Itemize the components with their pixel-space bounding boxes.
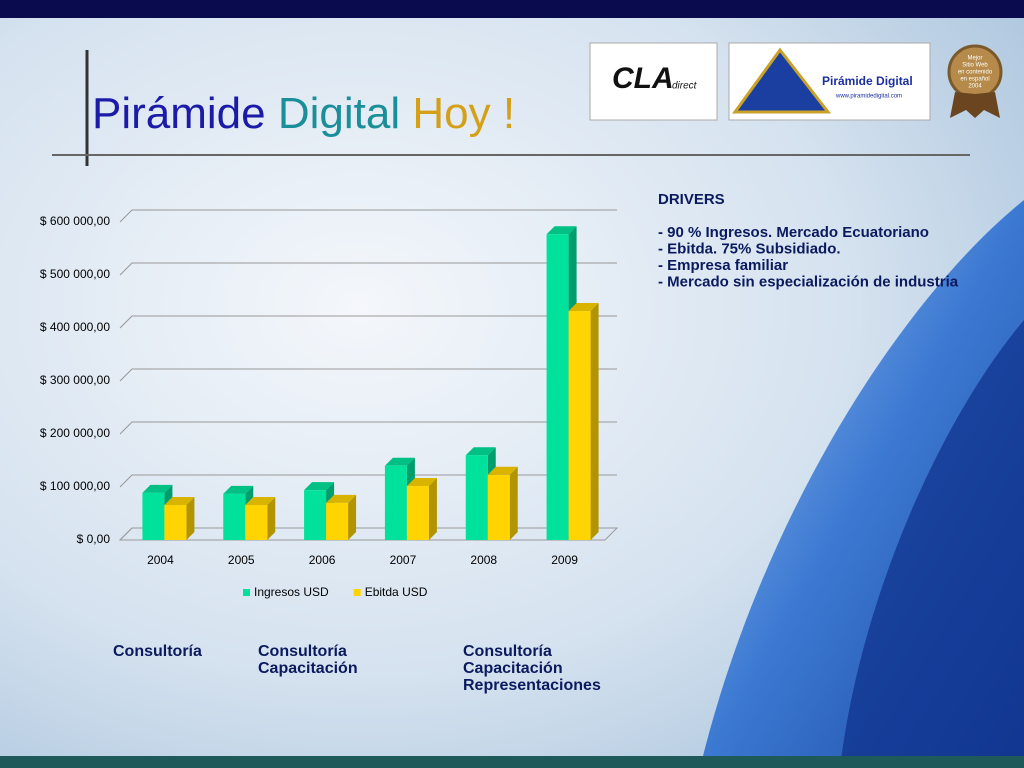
x-tick-label: 2005 xyxy=(228,553,255,567)
stage-label: Consultoría xyxy=(463,643,552,660)
grid-line xyxy=(119,474,617,488)
bottom-bar xyxy=(0,756,1024,768)
logo-text: Pirámide Digital xyxy=(822,74,913,88)
bar-top xyxy=(546,226,577,235)
y-tick-label: $ 0,00 xyxy=(77,532,111,546)
bar-top xyxy=(142,484,173,493)
legend-label: Ebitda USD xyxy=(365,585,428,599)
stage-label: Representaciones xyxy=(463,677,601,694)
y-tick-label: $ 500 000,00 xyxy=(40,267,110,281)
y-tick-label: $ 400 000,00 xyxy=(40,320,110,334)
bar-top xyxy=(304,482,335,491)
bar-top xyxy=(326,494,357,503)
bar-top xyxy=(406,477,437,486)
bar xyxy=(245,505,268,540)
x-tick-label: 2009 xyxy=(551,553,578,567)
badge-ribbon xyxy=(950,92,975,118)
grid-line xyxy=(119,368,617,382)
driver-item: - Ebitda. 75% Subsidiado. xyxy=(658,240,841,257)
grid-line xyxy=(119,315,617,329)
bar xyxy=(326,502,349,540)
legend-label: Ingresos USD xyxy=(254,585,329,599)
y-tick-label: $ 100 000,00 xyxy=(40,479,110,493)
bar xyxy=(406,485,429,540)
bar-top xyxy=(164,497,195,506)
title-part: Pirámide xyxy=(92,89,266,138)
stage-label: Capacitación xyxy=(258,660,358,677)
stage-label: Consultoría xyxy=(258,643,347,660)
bar xyxy=(546,234,569,540)
driver-item: - Empresa familiar xyxy=(658,257,788,274)
bar xyxy=(164,505,187,540)
stage-label: Consultoría xyxy=(113,643,202,660)
logo-pyramid xyxy=(732,47,832,114)
bar xyxy=(304,490,327,540)
y-tick-label: $ 200 000,00 xyxy=(40,426,110,440)
bar-top xyxy=(245,497,276,506)
badge-line: en español xyxy=(960,77,989,83)
bar xyxy=(465,455,488,540)
badge-line: Mejor xyxy=(967,56,982,62)
x-tick-label: 2007 xyxy=(390,553,417,567)
badge-line: 2004 xyxy=(968,84,982,90)
grid-line xyxy=(119,209,617,223)
title-part: Digital xyxy=(278,89,400,138)
logo-text: direct xyxy=(672,81,698,92)
bar-top xyxy=(568,303,599,312)
title: Pirámide Digital Hoy ! xyxy=(92,89,515,138)
badge-line: en contenido xyxy=(958,70,993,76)
driver-item: - Mercado sin especialización de industr… xyxy=(658,273,959,290)
floor xyxy=(118,527,619,541)
top-bar xyxy=(0,0,1024,18)
grid-line xyxy=(119,421,617,435)
bar-side xyxy=(348,494,357,540)
drivers-heading: DRIVERS xyxy=(658,191,725,208)
stages: Consultoría ConsultoríaCapacitaciónConsul… xyxy=(113,643,601,694)
x-tick-label: 2004 xyxy=(147,553,174,567)
bar xyxy=(568,311,591,540)
bar-top xyxy=(223,485,254,494)
swoosh-dark xyxy=(840,320,1024,768)
badge-line: Sitio Web xyxy=(962,63,988,69)
title-part: Hoy ! xyxy=(412,89,515,138)
stage-label: Capacitación xyxy=(463,660,563,677)
drivers: - 90 % Ingresos. Mercado Ecuatoriano- Eb… xyxy=(658,224,959,291)
bar xyxy=(142,492,165,540)
bar xyxy=(223,493,246,540)
x-tick-label: 2006 xyxy=(309,553,336,567)
bar xyxy=(384,465,407,540)
bar-side xyxy=(428,477,437,540)
bar-side xyxy=(186,497,195,540)
logo-text: CLA xyxy=(612,62,674,95)
y-tick-label: $ 300 000,00 xyxy=(40,373,110,387)
x-tick-label: 2008 xyxy=(470,553,497,567)
legend-swatch xyxy=(353,589,361,596)
driver-item: - 90 % Ingresos. Mercado Ecuatoriano xyxy=(658,224,929,241)
bar xyxy=(487,474,510,540)
logo-text: www.piramidedigital.com xyxy=(835,94,902,100)
bar-side xyxy=(267,497,276,540)
bar-side xyxy=(509,466,518,540)
chart: $ 0,00 $ 100 000,00 $ 200 000,00 $ 300 000,… xyxy=(40,209,619,599)
logo-cla xyxy=(589,42,718,121)
badge-ribbon xyxy=(975,92,1000,118)
bar-top xyxy=(465,447,496,456)
legend-swatch xyxy=(243,589,250,596)
bar-top xyxy=(384,457,415,466)
grid-line xyxy=(119,262,617,276)
bar-side xyxy=(590,303,599,540)
bar-top xyxy=(487,466,518,475)
y-tick-label: $ 600 000,00 xyxy=(40,214,110,228)
